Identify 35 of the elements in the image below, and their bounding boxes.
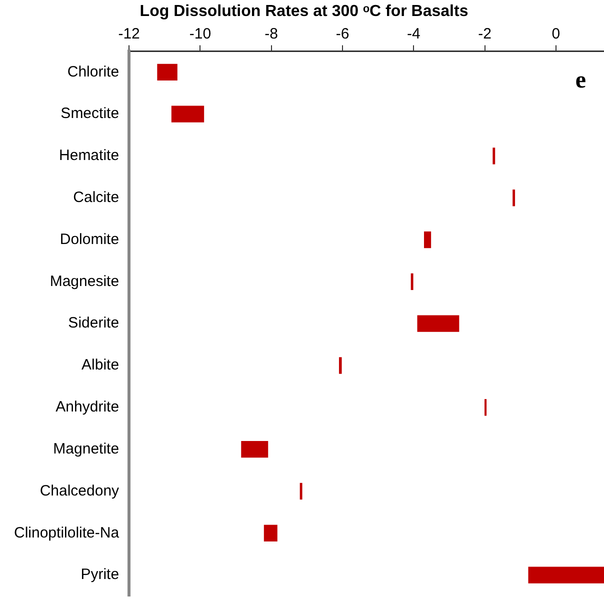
x-tick-label: -4	[406, 25, 420, 42]
annotation: e	[575, 67, 586, 94]
y-tick-label: Magnesite	[50, 272, 120, 290]
bar	[484, 399, 487, 416]
y-tick-label: Chlorite	[67, 63, 120, 80]
y-tick-label: Magnetite	[53, 440, 120, 458]
x-tick-label: -10	[189, 25, 212, 42]
x-tick-label: -12	[118, 25, 140, 42]
y-tick-label: Pyrite	[80, 566, 120, 584]
x-tick-label: 0	[552, 25, 560, 42]
y-tick-label: Chalcedony	[40, 482, 120, 500]
y-tick-label: Smectite	[60, 105, 120, 122]
bar	[338, 357, 342, 374]
bar	[241, 440, 268, 458]
y-tick-label: Anhydrite	[56, 398, 120, 416]
y-tick-label: Siderite	[68, 314, 120, 332]
bar	[528, 566, 604, 584]
bar	[157, 64, 178, 80]
y-tick-label: Hematite	[59, 147, 120, 164]
y-tick-label: Dolomite	[60, 230, 120, 248]
bar	[171, 106, 204, 122]
bar	[424, 231, 432, 248]
x-tick-label: -8	[264, 25, 278, 42]
x-tick-label: -6	[336, 25, 350, 42]
bar	[512, 190, 516, 206]
bar	[300, 482, 302, 500]
bar	[492, 148, 496, 164]
y-tick-label: Albite	[82, 356, 120, 374]
bar	[264, 524, 278, 542]
chart-title: Log Dissolution Rates at 300 ᵒC for Basalts	[140, 3, 468, 20]
y-tick-label: Clinoptilolite-Na	[14, 524, 120, 542]
bar	[410, 273, 414, 290]
x-tick-label: -2	[478, 25, 492, 42]
bar	[417, 315, 460, 332]
y-tick-label: Calcite	[73, 189, 120, 206]
